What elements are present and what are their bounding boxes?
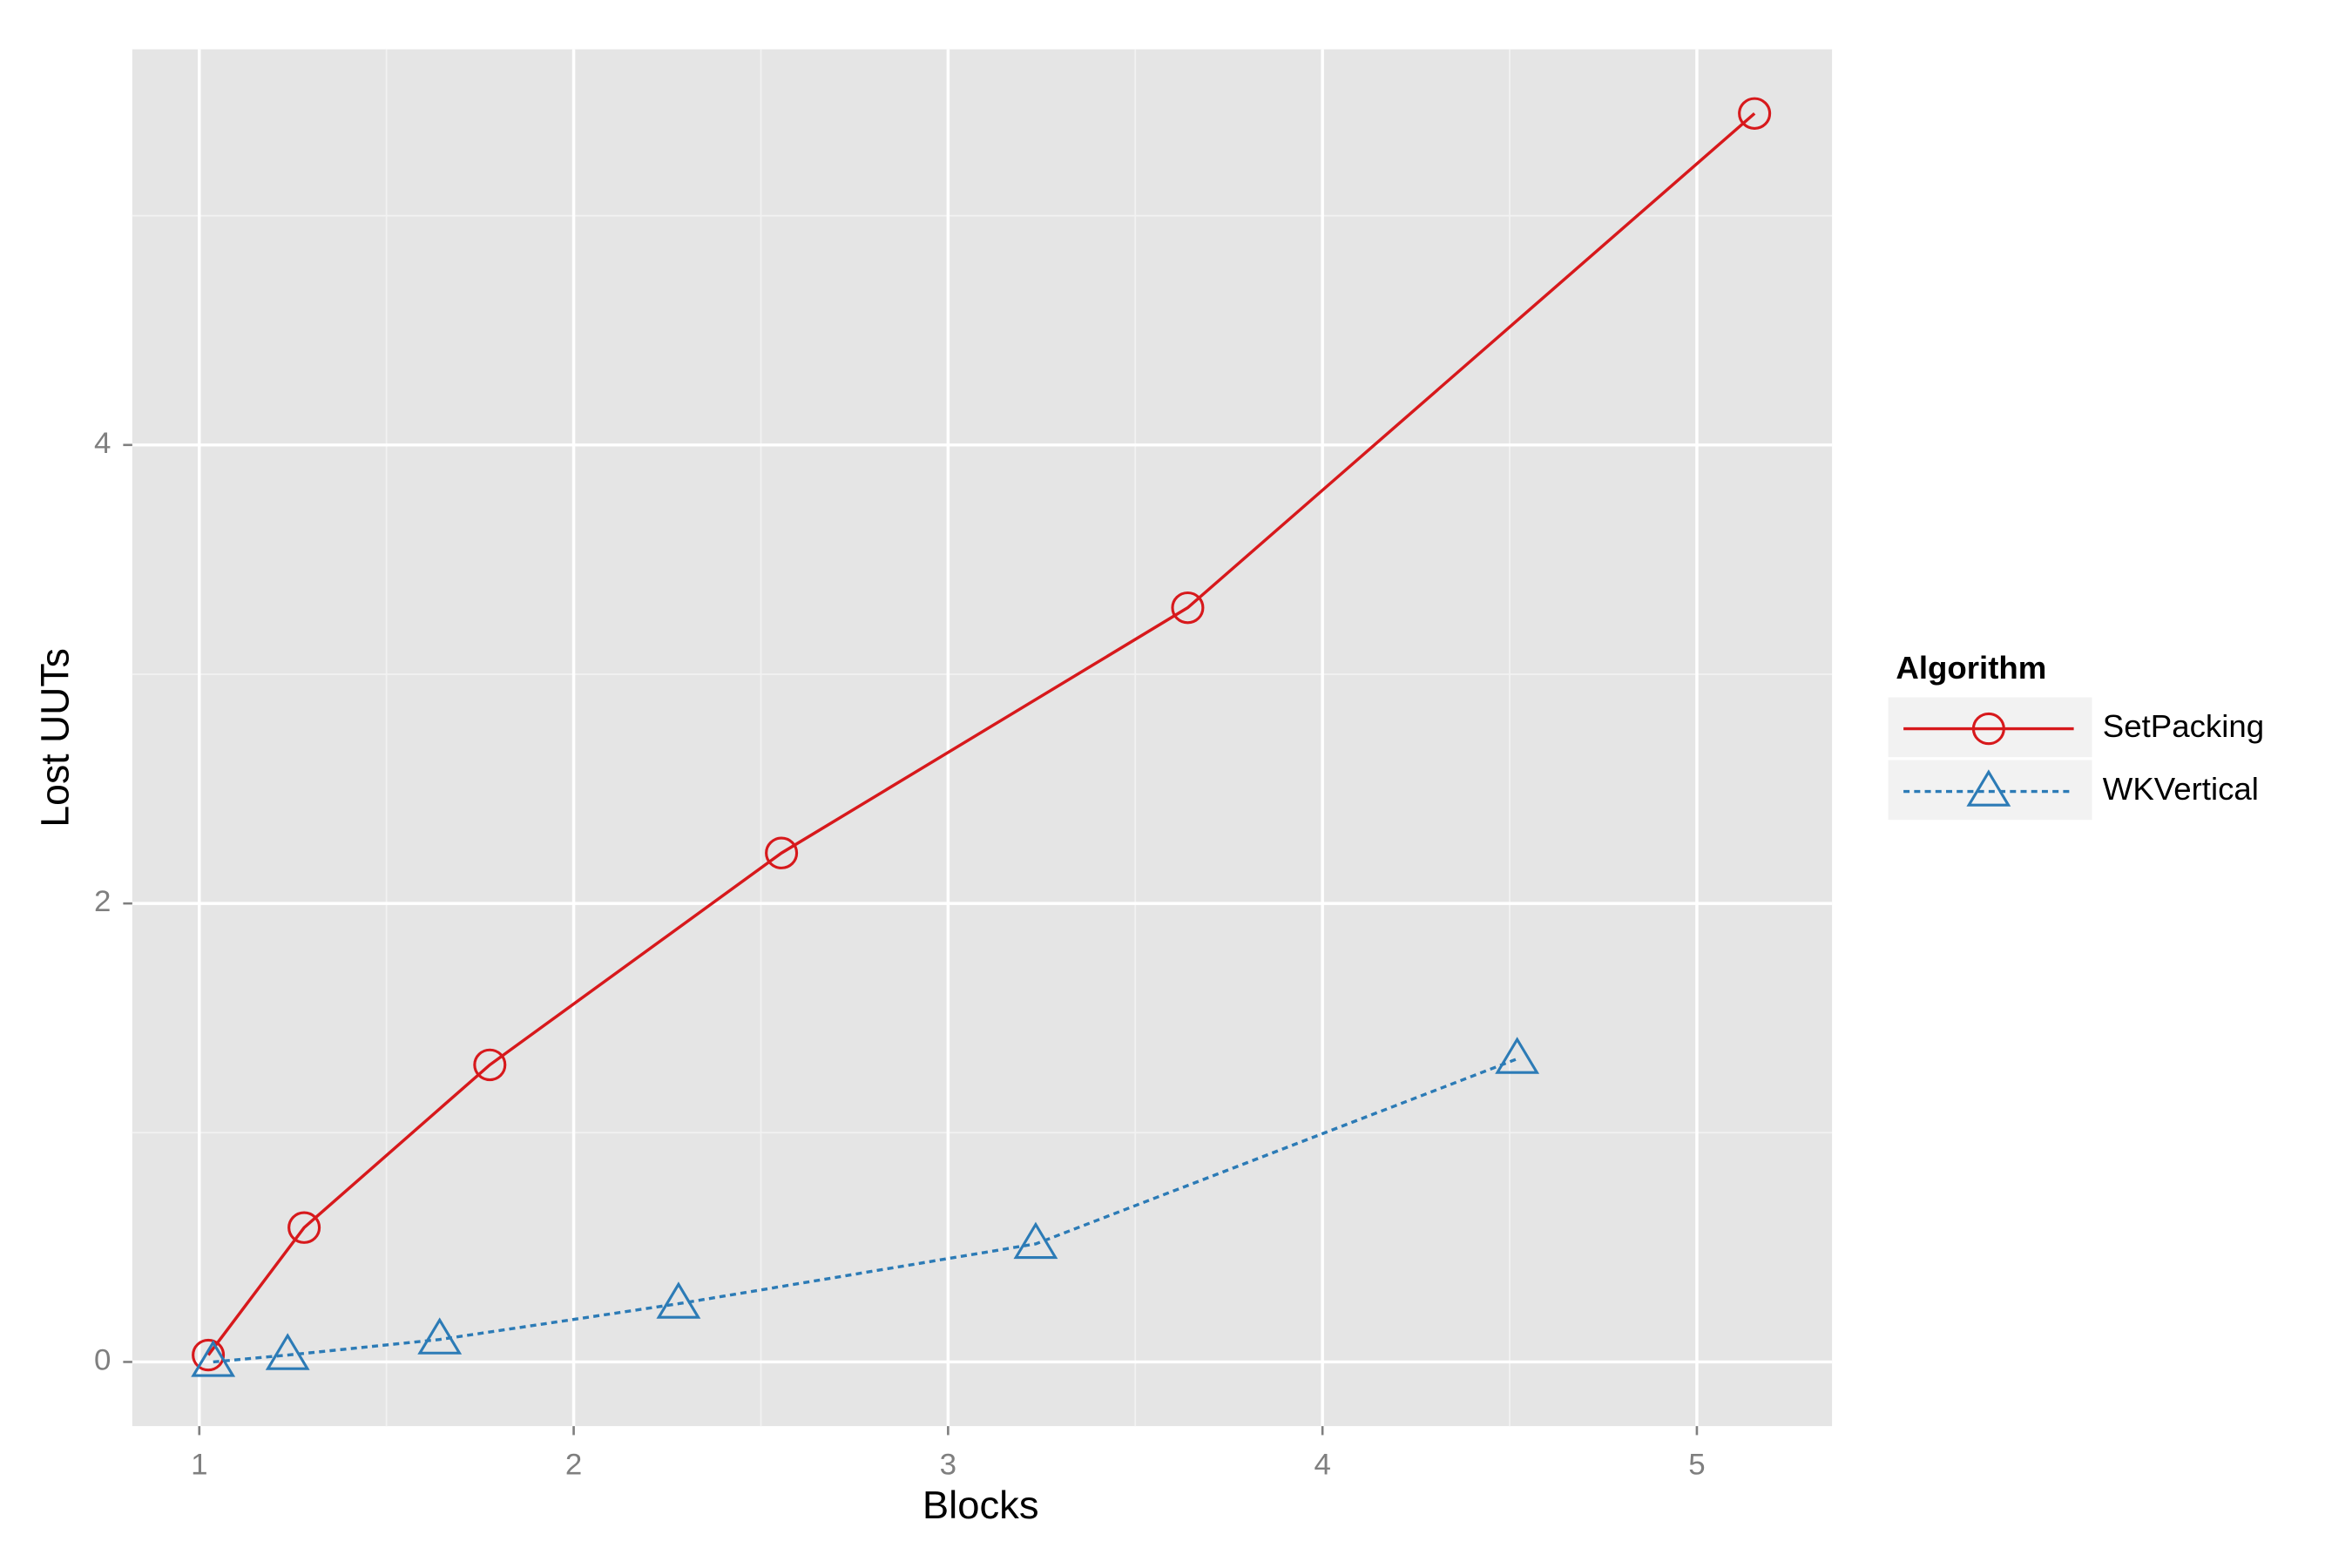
- y-tick-label: 0: [94, 1344, 111, 1377]
- point: [1013, 1221, 1058, 1260]
- legend-marker: [1971, 712, 2005, 746]
- x-axis-title: Blocks: [923, 1484, 1039, 1528]
- y-tick-label: 2: [94, 885, 111, 918]
- point: [1738, 97, 1772, 130]
- series-line: [206, 112, 1756, 1356]
- x-tick-label: 3: [940, 1449, 956, 1482]
- point: [191, 1340, 236, 1377]
- point: [287, 1211, 321, 1244]
- point: [1495, 1037, 1540, 1074]
- point: [1171, 591, 1205, 625]
- point: [265, 1333, 310, 1370]
- point: [765, 836, 799, 869]
- legend-title: Algorithm: [1896, 651, 2046, 686]
- point: [192, 1338, 226, 1372]
- x-tick-label: 4: [1314, 1449, 1330, 1482]
- point: [417, 1317, 463, 1355]
- legend-marker: [1966, 769, 2011, 807]
- x-tick-label: 2: [565, 1449, 582, 1482]
- plot-panel: [132, 49, 1833, 1427]
- series-line: [213, 1057, 1518, 1364]
- legend-label: WKVertical: [2103, 771, 2259, 807]
- legend-label: SetPacking: [2103, 708, 2264, 744]
- x-tick-label: 1: [191, 1449, 207, 1482]
- x-tick-label: 5: [1688, 1449, 1705, 1482]
- y-tick-label: 4: [94, 427, 111, 460]
- point: [656, 1281, 701, 1319]
- y-axis-title: Lost UUTs: [32, 648, 77, 828]
- point: [473, 1048, 507, 1082]
